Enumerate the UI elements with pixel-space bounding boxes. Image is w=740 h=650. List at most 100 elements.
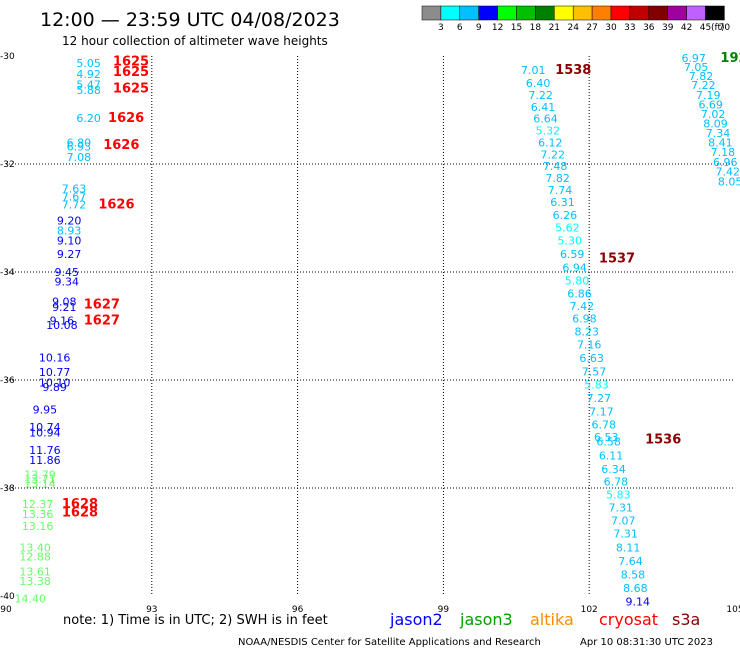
wave-height-label: 8.09 xyxy=(703,118,728,131)
wave-height-label: 6.12 xyxy=(538,136,563,149)
wave-height-label: 8.68 xyxy=(623,582,648,595)
wave-height-label: 8.58 xyxy=(621,568,646,581)
footer-note: note: 1) Time is in UTC; 2) SWH is in fe… xyxy=(63,613,328,628)
legend-s3a: s3a xyxy=(672,610,700,629)
pass-time-label: 1627 xyxy=(84,297,120,312)
chart-marks: 5.054.925.475.88 6.20 6.806.937.08 7.637.67… xyxy=(15,51,740,608)
x-tick-label: 93 xyxy=(146,605,157,615)
wave-height-label: 5.83 xyxy=(606,488,631,501)
satellite-legend: jason2 jason3 altika cryosat s3a xyxy=(389,610,700,629)
wave-height-label: 12.88 xyxy=(19,551,51,564)
wave-height-label: 10.08 xyxy=(46,319,78,332)
pass-time-label: 1626 xyxy=(103,138,139,153)
wave-height-label: 6.94 xyxy=(562,262,587,275)
wave-height-label: 7.82 xyxy=(689,70,714,83)
colorbar-swatch xyxy=(629,5,650,21)
wave-height-label: 7.42 xyxy=(715,166,740,179)
wave-height-label: 6.98 xyxy=(572,312,597,325)
colorbar-label: 42 xyxy=(681,23,692,33)
y-tick-label: -32 xyxy=(0,160,15,170)
footer-credit: NOAA/NESDIS Center for Satellite Applica… xyxy=(238,637,541,648)
wave-height-label: 7.27 xyxy=(587,392,612,405)
wave-height-label: 7.31 xyxy=(613,527,638,540)
wave-height-label: 5.62 xyxy=(555,222,580,235)
wave-height-label: 6.69 xyxy=(698,99,723,112)
colorbar-label: 27 xyxy=(586,23,597,33)
wave-height-label: 7.31 xyxy=(609,501,634,514)
wave-height-label: 6.40 xyxy=(526,77,551,90)
wave-height-label: 9.89 xyxy=(42,381,67,394)
wave-height-label: 9.08 xyxy=(52,296,77,309)
pass-time-label: 1625 xyxy=(113,65,149,80)
colorbar-swatch xyxy=(497,5,517,21)
colorbar-label: 70 xyxy=(719,23,731,33)
wave-height-label: 9.34 xyxy=(55,276,80,289)
x-tick-label: 90 xyxy=(0,605,12,615)
wave-height-label: 7.72 xyxy=(62,199,87,212)
wave-height-label: 9.20 xyxy=(57,215,82,228)
colorbar-label: 12 xyxy=(492,23,503,33)
x-tick-label: 96 xyxy=(292,605,304,615)
pass-time-label: 1920 xyxy=(720,51,740,66)
wave-height-label: 7.57 xyxy=(582,365,607,378)
colorbar-swatch xyxy=(421,5,442,21)
colorbar-label: 9 xyxy=(476,23,482,33)
wave-height-label: 7.19 xyxy=(696,89,721,102)
colorbar-swatch xyxy=(516,5,536,21)
wave-height-label: 13.16 xyxy=(22,520,54,533)
colorbar-swatch xyxy=(554,5,574,21)
wave-height-label: 7.08 xyxy=(67,151,92,164)
colorbar-swatch xyxy=(705,5,725,21)
wave-height-label: 13.38 xyxy=(19,575,51,588)
pass-time-label: 1625 xyxy=(113,81,149,96)
colorbar-label: 36 xyxy=(643,23,655,33)
colorbar-swatch xyxy=(459,5,479,21)
colorbar-label: 21 xyxy=(549,23,560,33)
wave-height-label: 13.61 xyxy=(19,566,51,579)
wave-height-label: 5.32 xyxy=(536,125,561,138)
wave-height-label: 7.64 xyxy=(618,555,643,568)
wave-height-label: 6.34 xyxy=(601,463,626,476)
wave-height-label: 6.31 xyxy=(550,196,575,209)
wave-height-label: 6.11 xyxy=(599,450,624,463)
wave-height-label: 7.22 xyxy=(691,79,716,92)
wave-height-label: 7.05 xyxy=(684,61,709,74)
colorbar-label: 45 xyxy=(700,23,711,33)
pass-time-label: 1538 xyxy=(555,63,591,78)
wave-height-label: 7.82 xyxy=(545,172,570,185)
wave-height-label: 4.92 xyxy=(76,68,101,81)
wave-height-label: 5.30 xyxy=(558,235,583,248)
wave-height-label: 8.05 xyxy=(718,175,740,188)
wave-height-label: 6.97 xyxy=(681,52,706,65)
y-tick-label: -38 xyxy=(0,484,15,494)
colorbar-label: 18 xyxy=(530,23,542,33)
wave-height-label: 6.20 xyxy=(76,112,101,125)
wave-height-label: 6.93 xyxy=(67,141,92,154)
colorbar-swatch xyxy=(478,5,498,21)
pass-time-label: 1628 xyxy=(62,497,98,512)
colorbar-swatch xyxy=(440,5,461,21)
legend-altika: altika xyxy=(530,610,574,629)
wave-height-label: 10.94 xyxy=(29,426,61,439)
wave-height-label: 6.80 xyxy=(67,136,92,149)
wave-height-label: 7.17 xyxy=(589,405,614,418)
wave-height-label: 11.76 xyxy=(29,444,61,457)
wave-height-label: 7.16 xyxy=(577,338,602,351)
wave-height-label: 9.95 xyxy=(33,404,58,417)
wave-height-label: 10.77 xyxy=(39,366,71,379)
wave-height-label: 9.14 xyxy=(626,595,651,608)
wave-height-label: 9.45 xyxy=(55,266,80,279)
wave-height-label: 8.11 xyxy=(616,541,641,554)
wave-height-label: 7.63 xyxy=(62,182,87,195)
wave-height-label: 7.48 xyxy=(543,160,568,173)
colorbar-unit: (ft) xyxy=(711,23,725,33)
wave-height-label: 6.64 xyxy=(533,113,558,126)
legend-cryosat: cryosat xyxy=(599,610,658,629)
y-tick-label: -40 xyxy=(0,592,15,602)
wave-height-label: 13.36 xyxy=(22,508,54,521)
pass-time-label: 1626 xyxy=(98,198,134,213)
pass-time-label: 1536 xyxy=(645,432,681,447)
y-tick-label: -34 xyxy=(0,268,15,278)
wave-height-label: 6.78 xyxy=(604,476,629,489)
